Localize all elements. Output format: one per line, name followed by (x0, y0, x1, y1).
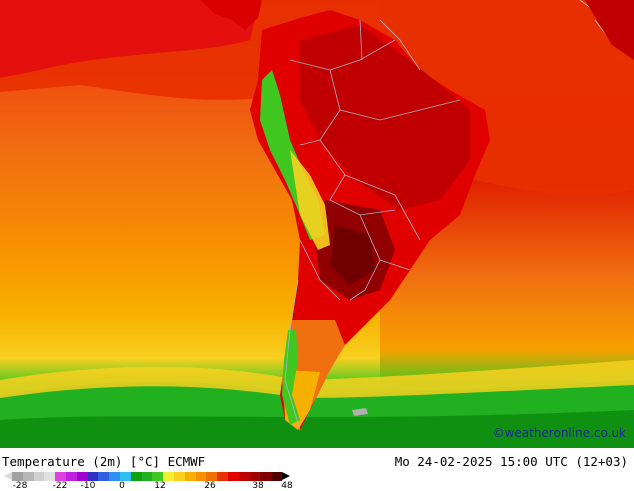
colorbar-cell (184, 472, 196, 481)
colorbar-tick-label: -10 (80, 481, 96, 491)
run-time: Mo 24-02-2025 15:00 UTC (12+03) (394, 454, 628, 469)
colorbar-cell (130, 472, 142, 481)
colorbar-tick-label: 26 (204, 481, 216, 491)
colorbar-cell (141, 472, 153, 481)
colorbar-cell (109, 472, 120, 481)
colorbar-cell (249, 472, 261, 481)
hot-interior-brazil (300, 25, 470, 210)
colorbar-tick-label: 12 (154, 481, 166, 491)
hot-interior-core (330, 225, 375, 285)
equatorial-ocean (0, 0, 260, 78)
colorbar-cell (195, 472, 207, 481)
colorbar-labels: -28 -22 -10 0 12 26 38 48 (0, 481, 320, 491)
colorbar-arrow-right (282, 472, 290, 480)
colorbar-cell (44, 472, 56, 481)
africa-corner (585, 0, 634, 60)
colorbar-cell (163, 472, 174, 481)
country-borders (284, 19, 461, 431)
central-america (200, 0, 262, 30)
colorbar-cell (22, 472, 34, 481)
colorbar (12, 472, 282, 481)
andes-yellow (290, 150, 330, 250)
colorbar-cell (271, 472, 282, 481)
colorbar-cell (76, 472, 88, 481)
legend-title: Temperature (2m) [°C] ECMWF (2, 454, 206, 469)
andes-south (282, 330, 300, 425)
falkland-islands (352, 408, 368, 416)
colorbar-cell (87, 472, 99, 481)
colorbar-cell (12, 472, 23, 481)
colorbar-cell (98, 472, 110, 481)
colorbar-cell (227, 472, 239, 481)
colorbar-cell (173, 472, 185, 481)
yellow-band (0, 360, 634, 398)
temperature-map: ©weatheronline.co.uk (0, 0, 634, 448)
colorbar-cell (152, 472, 164, 481)
colorbar-cell (206, 472, 218, 481)
credit-text: ©weatheronline.co.uk (492, 426, 626, 440)
colorbar-tick-label: 0 (119, 481, 125, 491)
colorbar-cell (33, 472, 45, 481)
colorbar-cell (238, 472, 250, 481)
colorbar-cell (119, 472, 131, 481)
colorbar-tick-label: 48 (281, 481, 293, 491)
colorbar-cell (217, 472, 228, 481)
colorbar-cell (55, 472, 66, 481)
map-footer: Temperature (2m) [°C] ECMWF Mo 24-02-202… (0, 448, 634, 491)
colorbar-cell (65, 472, 77, 481)
colorbar-arrow-left (4, 472, 12, 480)
colorbar-tick-label: 38 (252, 481, 264, 491)
colorbar-tick-label: -22 (52, 481, 68, 491)
colorbar-cell (260, 472, 272, 481)
southern-cold-band-2 (0, 410, 634, 448)
colorbar-tick-label: -28 (12, 481, 28, 491)
map-canvas (0, 0, 634, 448)
